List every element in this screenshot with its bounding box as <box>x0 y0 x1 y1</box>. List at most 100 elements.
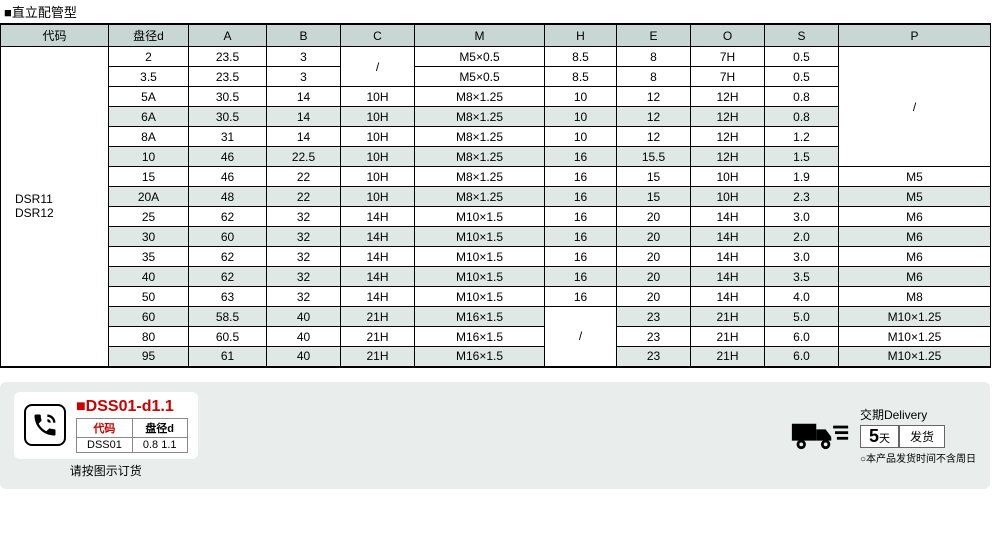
cell: 14H <box>341 267 415 287</box>
cell: M6 <box>839 207 991 227</box>
col-header: 代码 <box>1 24 109 47</box>
cell: 14H <box>691 287 765 307</box>
cell: 10 <box>545 127 617 147</box>
cell: 63 <box>189 287 267 307</box>
cell: 0.8 <box>765 87 839 107</box>
cell: 23 <box>617 347 691 367</box>
cell: 32 <box>267 227 341 247</box>
cell: 4.0 <box>765 287 839 307</box>
cell: 14 <box>267 87 341 107</box>
cell: 62 <box>189 207 267 227</box>
cell: 30.5 <box>189 107 267 127</box>
cell: M8×1.25 <box>415 147 545 167</box>
cell: 5.0 <box>765 307 839 327</box>
delivery-box: 交期Delivery 5天 发货 ○本产品发货时间不含周日 <box>790 406 976 465</box>
cell: 16 <box>545 267 617 287</box>
cell: 20 <box>617 267 691 287</box>
cell: 12 <box>617 127 691 147</box>
cell: M10×1.5 <box>415 207 545 227</box>
cell: 80 <box>109 327 189 347</box>
cell: 40 <box>267 327 341 347</box>
cell: M10×1.25 <box>839 347 991 367</box>
table-row: 15462210HM8×1.25161510H1.9M5 <box>1 167 991 187</box>
cell: 14H <box>341 207 415 227</box>
cell: 2.0 <box>765 227 839 247</box>
cell: 12H <box>691 87 765 107</box>
cell: 10 <box>545 87 617 107</box>
cell: 8 <box>617 47 691 67</box>
cell: 10 <box>109 147 189 167</box>
cell: 48 <box>189 187 267 207</box>
delivery-note: ○本产品发货时间不含周日 <box>860 450 976 465</box>
cell: 14H <box>691 247 765 267</box>
table-row: 25623214HM10×1.5162014H3.0M6 <box>1 207 991 227</box>
cell: M8×1.25 <box>415 167 545 187</box>
cell: 32 <box>267 287 341 307</box>
footer-panel: ■DSS01-d1.1 代码 盘径d DSS01 0.8 1.1 请按图示订货 <box>0 382 990 489</box>
cell: 7H <box>691 47 765 67</box>
cell: 20 <box>617 207 691 227</box>
cell-merged: / <box>839 47 991 167</box>
cell: 6.0 <box>765 347 839 367</box>
cell: 8.5 <box>545 67 617 87</box>
col-header: E <box>617 24 691 47</box>
cell: M8×1.25 <box>415 87 545 107</box>
cell: M16×1.5 <box>415 327 545 347</box>
cell-merged: / <box>545 307 617 367</box>
cell: M5 <box>839 187 991 207</box>
cell: 30 <box>109 227 189 247</box>
cell: 14H <box>691 207 765 227</box>
cell: 14 <box>267 107 341 127</box>
table-row: 30603214HM10×1.5162014H2.0M6 <box>1 227 991 247</box>
cell: 15 <box>617 167 691 187</box>
cell: 2 <box>109 47 189 67</box>
cell: 8.5 <box>545 47 617 67</box>
order-box: ■DSS01-d1.1 代码 盘径d DSS01 0.8 1.1 <box>14 392 198 459</box>
code-cell: DSR11 DSR12 <box>1 47 109 367</box>
cell: 8 <box>617 67 691 87</box>
cell: 22.5 <box>267 147 341 167</box>
cell: M10×1.5 <box>415 287 545 307</box>
cell: 61 <box>189 347 267 367</box>
cell: 32 <box>267 207 341 227</box>
col-header: B <box>267 24 341 47</box>
cell: 20 <box>617 227 691 247</box>
cell: 8A <box>109 127 189 147</box>
cell: 30.5 <box>189 87 267 107</box>
cell: M5×0.5 <box>415 47 545 67</box>
cell: 14H <box>691 267 765 287</box>
cell: 23.5 <box>189 47 267 67</box>
cell: 15.5 <box>617 147 691 167</box>
table-header-row: 代码盘径dABCMHEOSP <box>1 24 991 47</box>
cell: 31 <box>189 127 267 147</box>
cell: 20A <box>109 187 189 207</box>
table-row: 40623214HM10×1.5162014H3.5M6 <box>1 267 991 287</box>
cell: 10H <box>341 127 415 147</box>
cell: 12 <box>617 87 691 107</box>
cell: 3.5 <box>765 267 839 287</box>
col-header: 盘径d <box>109 24 189 47</box>
cell: 0.5 <box>765 67 839 87</box>
cell: 60 <box>189 227 267 247</box>
cell: 25 <box>109 207 189 227</box>
cell: 14H <box>341 227 415 247</box>
cell: 21H <box>341 327 415 347</box>
cell: 3.0 <box>765 207 839 227</box>
table-row: DSR11 DSR12223.53/M5×0.58.587H0.5/ <box>1 47 991 67</box>
cell: 3.5 <box>109 67 189 87</box>
cell: 1.9 <box>765 167 839 187</box>
table-row: 95614021HM16×1.52321H6.0M10×1.25 <box>1 347 991 367</box>
order-col-code: 代码 <box>77 418 133 437</box>
phone-icon <box>24 404 66 446</box>
cell: 20 <box>617 247 691 267</box>
cell: 22 <box>267 187 341 207</box>
col-header: A <box>189 24 267 47</box>
cell: 14 <box>267 127 341 147</box>
cell: 21H <box>691 307 765 327</box>
cell: 0.5 <box>765 47 839 67</box>
cell: 12 <box>617 107 691 127</box>
cell: 15 <box>109 167 189 187</box>
cell: 10 <box>545 107 617 127</box>
delivery-days: 5天 <box>860 425 899 448</box>
cell: M8×1.25 <box>415 127 545 147</box>
